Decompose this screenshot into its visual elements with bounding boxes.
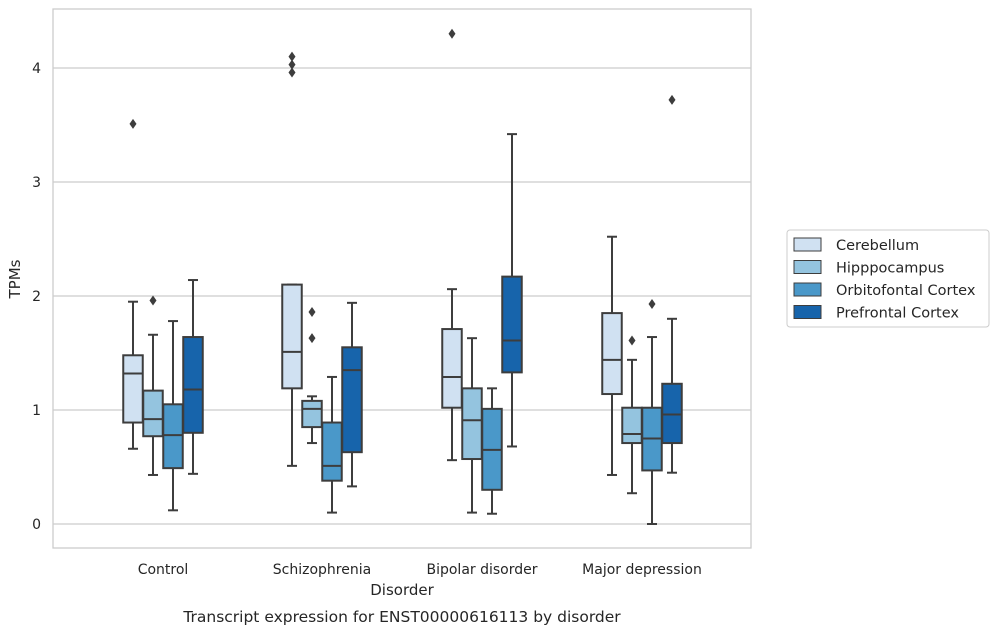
x-tick-label: Major depression (582, 562, 702, 578)
box-iqr (461, 387, 483, 461)
box-iqr (441, 328, 463, 409)
box-3-3 (661, 94, 683, 474)
box-iqr (501, 275, 523, 374)
box-0-2 (162, 320, 184, 512)
outlier-point (628, 335, 636, 346)
box-iqr (162, 403, 184, 470)
outlier-point (448, 28, 456, 39)
box-iqr (601, 312, 623, 396)
box-iqr (182, 336, 204, 434)
legend-frame (786, 229, 990, 328)
box-2-0 (441, 28, 463, 462)
box-0-3 (182, 279, 204, 475)
outlier-point (288, 59, 296, 70)
box-iqr (621, 406, 643, 445)
outlier-point (668, 94, 676, 105)
x-tick-labels: Control Schizophrenia Bipolar disorder Majo… (138, 562, 702, 578)
box-3-1 (621, 335, 643, 495)
y-tick-label: 1 (32, 403, 41, 419)
box-1-3 (341, 301, 363, 488)
outlier-point (648, 298, 656, 309)
box-2-3 (501, 133, 523, 448)
y-tick-labels: 0 1 2 3 4 (32, 61, 41, 533)
legend-label: Prefrontal Cortex (836, 306, 959, 322)
x-tick-label: Bipolar disorder (426, 562, 537, 578)
outlier-point (288, 51, 296, 62)
box-iqr (321, 421, 343, 482)
outlier-point (308, 306, 316, 317)
y-axis-label: TPMs (6, 259, 24, 299)
legend-swatch (793, 282, 822, 297)
y-tick-label: 2 (32, 289, 41, 305)
outlier-point (129, 118, 137, 129)
box-0-0 (122, 118, 144, 450)
y-tick-label: 3 (32, 175, 41, 191)
box-iqr (341, 346, 363, 454)
legend-label: Hipppocampus (836, 261, 944, 277)
outlier-point (288, 67, 296, 78)
legend-swatch (793, 260, 822, 274)
x-tick-label: Control (138, 562, 189, 578)
plot-frame (52, 8, 752, 549)
box-iqr (122, 354, 144, 424)
legend-label: Cerebellum (836, 238, 919, 254)
legend-swatch (793, 237, 822, 252)
box-3-2 (641, 298, 663, 525)
box-iqr (281, 283, 303, 390)
box-1-1 (301, 306, 323, 445)
box-iqr (142, 389, 164, 438)
outlier-point (149, 295, 157, 306)
box-iqr (661, 382, 683, 445)
x-axis-label: Disorder (370, 581, 434, 599)
legend-label: Orbitofontal Cortex (836, 283, 976, 299)
x-tick-label: Schizophrenia (273, 562, 371, 578)
box-iqr (301, 399, 323, 429)
box-2-2 (481, 387, 503, 515)
y-tick-label: 4 (32, 61, 41, 77)
outlier-point (308, 333, 316, 344)
chart-caption: Transcript expression for ENST0000061611… (182, 608, 621, 626)
box-3-0 (601, 235, 623, 476)
box-1-0 (281, 51, 303, 467)
legend-swatch (793, 305, 822, 319)
box-series (122, 28, 683, 525)
legend: Cerebellum Hipppocampus Orbitofontal Corte… (786, 229, 990, 328)
y-tick-label: 0 (32, 517, 41, 533)
